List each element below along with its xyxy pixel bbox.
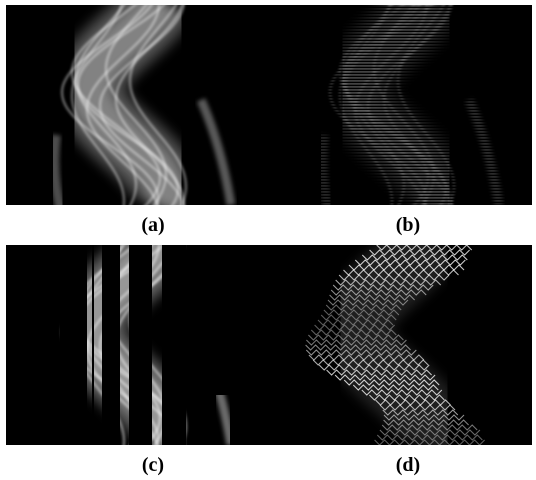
top-image-row	[6, 5, 532, 205]
top-image-pair	[49, 5, 532, 205]
bottom-image-pair	[49, 245, 485, 445]
image-panel-b	[269, 5, 532, 205]
caption-d: (d)	[395, 454, 421, 476]
caption-c: (c)	[141, 454, 165, 476]
image-panel-c	[49, 245, 230, 445]
bottom-image-row	[6, 245, 532, 445]
image-panel-a	[49, 5, 236, 205]
image-panel-d	[305, 245, 485, 445]
caption-b: (b)	[395, 214, 421, 236]
caption-a: (a)	[141, 214, 165, 236]
